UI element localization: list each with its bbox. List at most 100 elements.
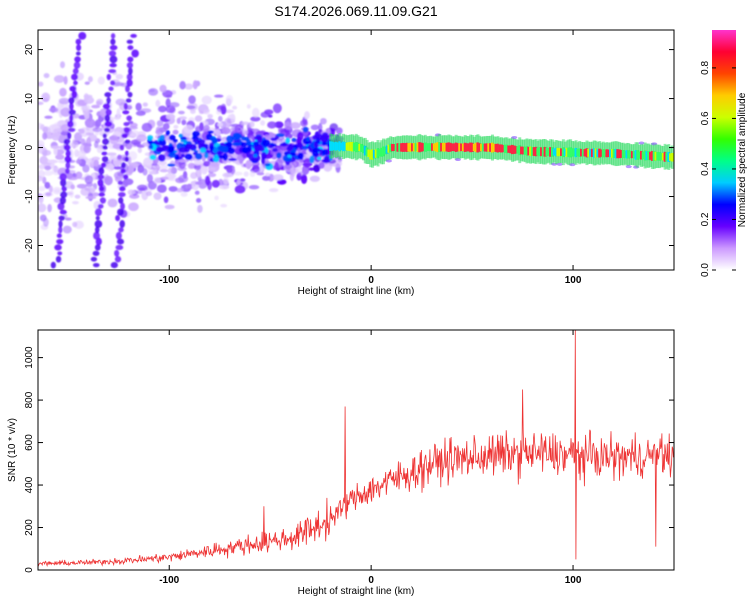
streak-blob (90, 256, 98, 262)
noise-blob (215, 129, 221, 137)
cluster-blob (291, 137, 297, 142)
noise-blob (135, 102, 142, 111)
noise-blob (72, 221, 78, 228)
cluster-blob (285, 137, 291, 144)
ridge-core (627, 150, 631, 159)
noise-blob (218, 185, 230, 190)
noise-blob (274, 121, 284, 129)
ridge-core (570, 148, 574, 157)
snr-background (38, 330, 674, 570)
streak-blob (130, 33, 137, 38)
streak-blob (115, 214, 120, 222)
noise-blob (133, 141, 141, 147)
noise-blob (41, 92, 51, 103)
ridge-core (341, 141, 345, 152)
ridge-core (669, 153, 673, 161)
cluster-blob (207, 130, 214, 134)
noise-blob (39, 155, 48, 165)
ridge-core (609, 149, 613, 158)
streak-blob (126, 39, 134, 44)
cluster-blob (155, 146, 163, 153)
noise-blob (147, 165, 157, 175)
streak-blob (123, 121, 130, 127)
streak-blob (126, 115, 132, 121)
ridge-core (490, 142, 494, 153)
noise-blob (252, 107, 260, 118)
ridge-core (567, 147, 571, 158)
ridge-core (510, 144, 514, 155)
noise-blob (173, 124, 179, 129)
noise-blob (60, 107, 71, 117)
ridge-core (638, 151, 642, 159)
noise-blob (176, 188, 184, 193)
noise-blob (53, 75, 65, 83)
noise-blob (221, 127, 231, 135)
ridge-core (543, 146, 547, 157)
ridge-core (532, 147, 536, 156)
noise-blob (85, 195, 97, 200)
noise-blob (136, 134, 147, 142)
streak-blob (124, 139, 131, 144)
streak-blob (94, 244, 101, 251)
streak-blob (98, 167, 105, 175)
noise-blob (147, 180, 157, 190)
noise-blob (38, 203, 47, 213)
ridge-core (432, 143, 436, 151)
colorbar-ticks: 0.0 0.2 0.4 0.6 0.8 (700, 61, 736, 277)
noise-blob (225, 94, 234, 105)
ridge-core (334, 141, 338, 151)
streak-blob (110, 33, 116, 39)
cluster-blob (305, 136, 311, 142)
streak-blob (50, 261, 56, 269)
cluster-blob (187, 143, 197, 150)
noise-blob (232, 105, 238, 110)
ridge-sidelobe (556, 162, 563, 166)
noise-blob (70, 184, 75, 190)
cluster-blob (321, 132, 329, 140)
ridge-core (583, 149, 587, 157)
noise-blob (248, 185, 260, 190)
noise-blob (276, 167, 281, 171)
streak-blob (123, 174, 129, 180)
ridge-core (338, 141, 342, 152)
noise-blob (193, 164, 202, 171)
ridge-core (352, 142, 356, 152)
spectrogram-ytick-label: 0 (24, 144, 35, 150)
ridge-core (594, 148, 598, 158)
ridge-core (454, 142, 458, 152)
cluster-blob (321, 141, 327, 146)
noise-blob (122, 178, 134, 186)
noise-blob (243, 171, 249, 177)
noise-blob (92, 127, 104, 133)
streak-blob (117, 180, 123, 185)
cluster-blob (168, 145, 175, 153)
streak-blob (69, 102, 74, 111)
streak-blob (69, 85, 76, 92)
streak-blob (102, 133, 107, 139)
noise-blob (203, 160, 211, 167)
cluster-blob (191, 130, 201, 137)
noise-blob (159, 164, 168, 171)
ridge-core (556, 147, 560, 157)
noise-blob (87, 76, 93, 83)
ridge-core (665, 152, 669, 162)
spectrogram-x-axis-label: Height of straight line (km) (298, 286, 415, 297)
ridge-core (472, 143, 476, 152)
noise-blob (223, 176, 229, 185)
noise-blob (318, 162, 325, 169)
ridge-core (331, 141, 335, 151)
cluster-blob (147, 135, 154, 141)
noise-blob (91, 156, 101, 161)
noise-blob (320, 117, 327, 125)
streak-blob (104, 114, 111, 122)
noise-blob (128, 130, 140, 137)
ridge-core (589, 149, 593, 157)
cluster-blob (232, 132, 241, 138)
ridge-core (414, 143, 418, 152)
noise-blob (43, 170, 54, 176)
ridge-core (481, 143, 485, 152)
streak-blob (56, 233, 62, 239)
snr-frame (37, 329, 675, 571)
chart-title: S174.2026.069.11.09.G21 (274, 3, 437, 19)
ridge-core (550, 147, 554, 157)
